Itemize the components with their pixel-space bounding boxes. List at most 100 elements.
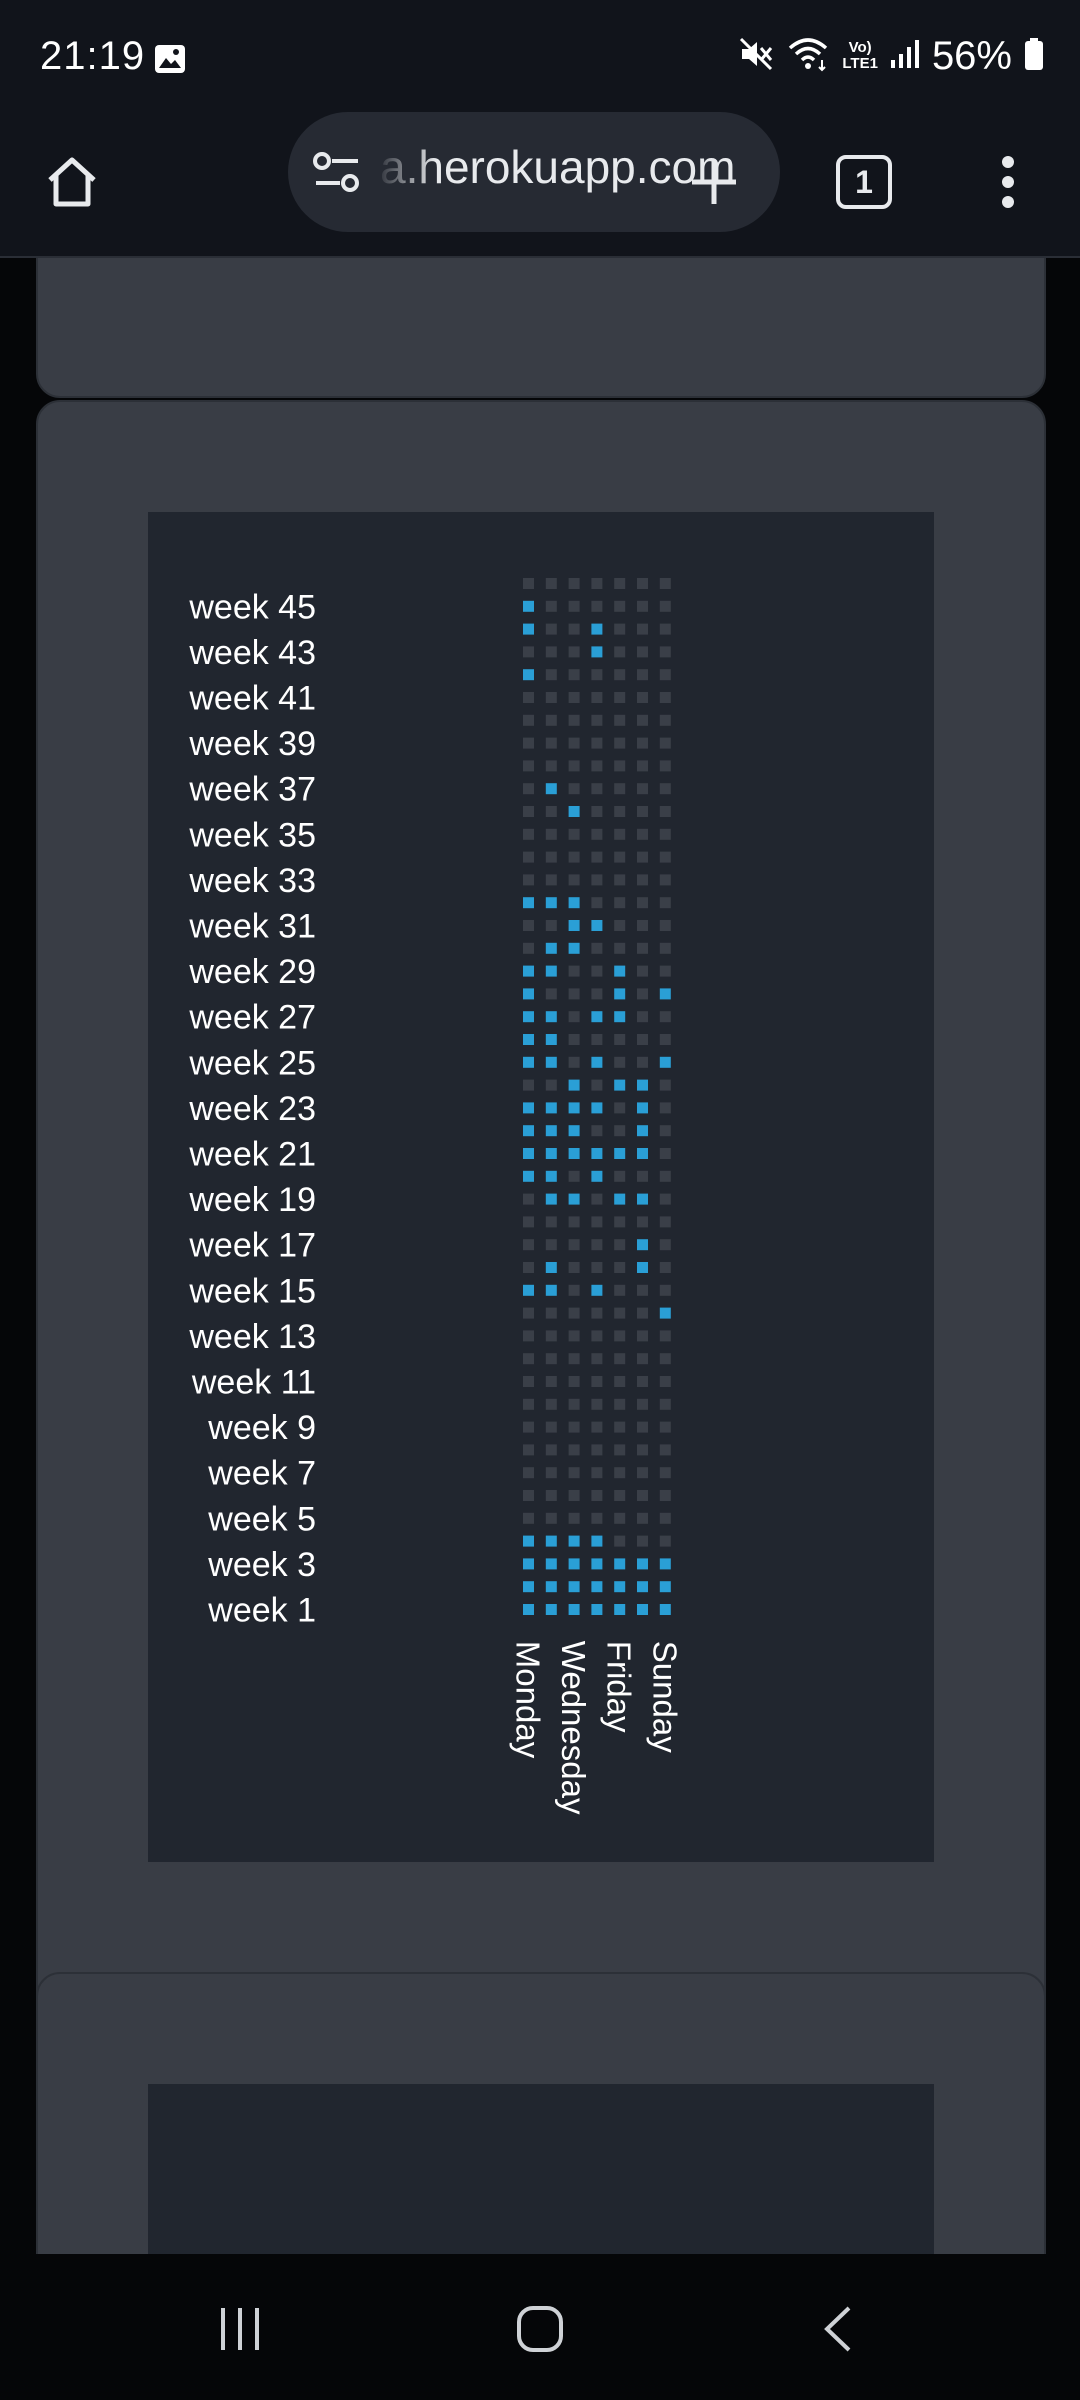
heatmap-cell-week27-saturday <box>637 1011 648 1023</box>
heatmap-cell-week28-sunday <box>659 988 671 1000</box>
heatmap-cell-week43-saturday <box>637 646 648 658</box>
heatmap-cell-week31-wednesday <box>568 920 580 931</box>
heatmap-cell-week20-thursday <box>591 1170 603 1182</box>
volte-line1: Vo) <box>848 39 872 56</box>
more-menu-button[interactable] <box>968 142 1048 222</box>
row-label-week-17: week 17 <box>188 1227 316 1265</box>
heatmap-cell-week38-wednesday <box>568 760 580 772</box>
photo-icon <box>154 44 186 74</box>
heatmap-cell-week38-thursday <box>591 760 603 772</box>
heatmap-cell-week29-saturday <box>637 965 648 977</box>
heatmap-cell-week10-friday <box>614 1398 626 1410</box>
heatmap-cell-week7-monday <box>523 1467 534 1479</box>
status-time: 21:19 <box>40 34 146 78</box>
tab-switcher-button[interactable]: 1 <box>826 142 902 222</box>
heatmap-cell-week25-tuesday <box>545 1056 557 1068</box>
heatmap-cell-week19-tuesday <box>545 1193 557 1205</box>
heatmap-cell-week36-wednesday <box>568 806 580 817</box>
heatmap-cell-week24-wednesday <box>568 1079 580 1091</box>
heatmap-cell-week27-friday <box>614 1011 626 1023</box>
battery-percent: 56% <box>931 33 1012 78</box>
heatmap-cell-week4-thursday <box>591 1535 603 1547</box>
heatmap-cell-week44-sunday <box>659 623 671 635</box>
heatmap-cell-week8-sunday <box>659 1444 671 1456</box>
heatmap-cell-week30-tuesday <box>545 942 557 954</box>
heatmap-cell-week46-monday <box>523 578 534 589</box>
signal-icon <box>890 38 920 75</box>
heatmap-cell-week21-monday <box>523 1148 534 1159</box>
heatmap-cell-week25-thursday <box>591 1056 603 1068</box>
heatmap-cell-week12-tuesday <box>545 1353 557 1365</box>
heatmap-cell-week20-wednesday <box>568 1170 580 1182</box>
status-bar: 21:19 Vo) LTE1 <box>0 0 1080 112</box>
heatmap-cell-week30-monday <box>523 942 534 954</box>
heatmap-cell-week23-saturday <box>637 1102 648 1114</box>
heatmap-cell-week24-monday <box>523 1079 534 1091</box>
heatmap-cell-week1-monday <box>523 1604 534 1615</box>
battery-icon <box>1024 37 1044 76</box>
heatmap-cell-week2-wednesday <box>568 1581 580 1593</box>
heatmap-cell-week13-wednesday <box>568 1330 580 1342</box>
heatmap-cell-week40-monday <box>523 714 534 726</box>
home-button[interactable] <box>34 142 110 222</box>
url-text: a.herokuapp.com <box>380 141 736 193</box>
heatmap-cell-week8-wednesday <box>568 1444 580 1456</box>
heatmap-cell-week45-saturday <box>637 600 648 612</box>
heatmap-cell-week30-thursday <box>591 942 603 954</box>
nav-home-button[interactable] <box>500 2294 580 2364</box>
heatmap-cell-week5-wednesday <box>568 1512 580 1524</box>
heatmap-cell-week1-saturday <box>637 1604 648 1615</box>
url-bar[interactable]: a.herokuapp.com <box>288 112 780 232</box>
heatmap-cell-week4-tuesday <box>545 1535 557 1547</box>
col-label-wednesday: Wednesday <box>555 1641 592 1815</box>
heatmap-cell-week39-sunday <box>659 737 671 749</box>
heatmap-cell-week35-monday <box>523 828 534 840</box>
heatmap-cell-week9-tuesday <box>545 1421 557 1433</box>
heatmap-cell-week10-wednesday <box>568 1398 580 1410</box>
web-page[interactable]: week 45 week 43 week 41 week 39 week 37 week … <box>0 258 1080 2254</box>
heatmap-cell-week16-monday <box>523 1262 534 1273</box>
heatmap-cell-week31-thursday <box>591 920 603 931</box>
heatmap-cell-week40-wednesday <box>568 714 580 726</box>
heatmap-cell-week3-tuesday <box>545 1558 557 1570</box>
heatmap-cell-week16-saturday <box>637 1262 648 1273</box>
heatmap-cell-week45-friday <box>614 600 626 612</box>
heatmap-cell-week14-saturday <box>637 1307 648 1319</box>
new-tab-button[interactable] <box>676 142 752 222</box>
heatmap-cell-week11-sunday <box>659 1376 671 1387</box>
heatmap-cell-week31-sunday <box>659 920 671 931</box>
heatmap-cell-week23-thursday <box>591 1102 603 1114</box>
heatmap-cell-week11-monday <box>523 1376 534 1387</box>
heatmap-cell-week29-friday <box>614 965 626 977</box>
site-settings-button[interactable] <box>310 148 366 196</box>
heatmap-cell-week9-monday <box>523 1421 534 1433</box>
heatmap-cell-week17-sunday <box>659 1239 671 1251</box>
heatmap-cell-week19-sunday <box>659 1193 671 1205</box>
heatmap-cell-week42-friday <box>614 669 626 681</box>
heatmap-cell-week20-monday <box>523 1170 534 1182</box>
heatmap-cell-week35-sunday <box>659 828 671 840</box>
recents-button[interactable] <box>200 2294 280 2364</box>
heatmap-cell-week25-wednesday <box>568 1056 580 1068</box>
heatmap-cell-week27-wednesday <box>568 1011 580 1023</box>
heatmap-cell-week7-wednesday <box>568 1467 580 1479</box>
heatmap-cell-week29-tuesday <box>545 965 557 977</box>
row-label-week-39: week 39 <box>188 725 316 763</box>
heatmap-cell-week3-friday <box>614 1558 626 1570</box>
wifi-icon <box>786 36 830 77</box>
heatmap-cell-week13-sunday <box>659 1330 671 1342</box>
site-settings-icon <box>313 152 359 192</box>
back-button[interactable] <box>800 2294 880 2364</box>
heatmap-cell-week14-thursday <box>591 1307 603 1319</box>
heatmap-cell-week42-thursday <box>591 669 603 681</box>
heatmap-cell-week42-saturday <box>637 669 648 681</box>
heatmap-cell-week6-friday <box>614 1490 626 1501</box>
heatmap-cell-week19-friday <box>614 1193 626 1205</box>
heatmap-cell-week21-friday <box>614 1148 626 1159</box>
heatmap-cell-week38-tuesday <box>545 760 557 772</box>
heatmap-cell-week2-saturday <box>637 1581 648 1593</box>
heatmap-cell-week9-friday <box>614 1421 626 1433</box>
heatmap-cell-week1-tuesday <box>545 1604 557 1615</box>
heatmap-cell-week1-sunday <box>659 1604 671 1615</box>
heatmap-cell-week14-wednesday <box>568 1307 580 1319</box>
